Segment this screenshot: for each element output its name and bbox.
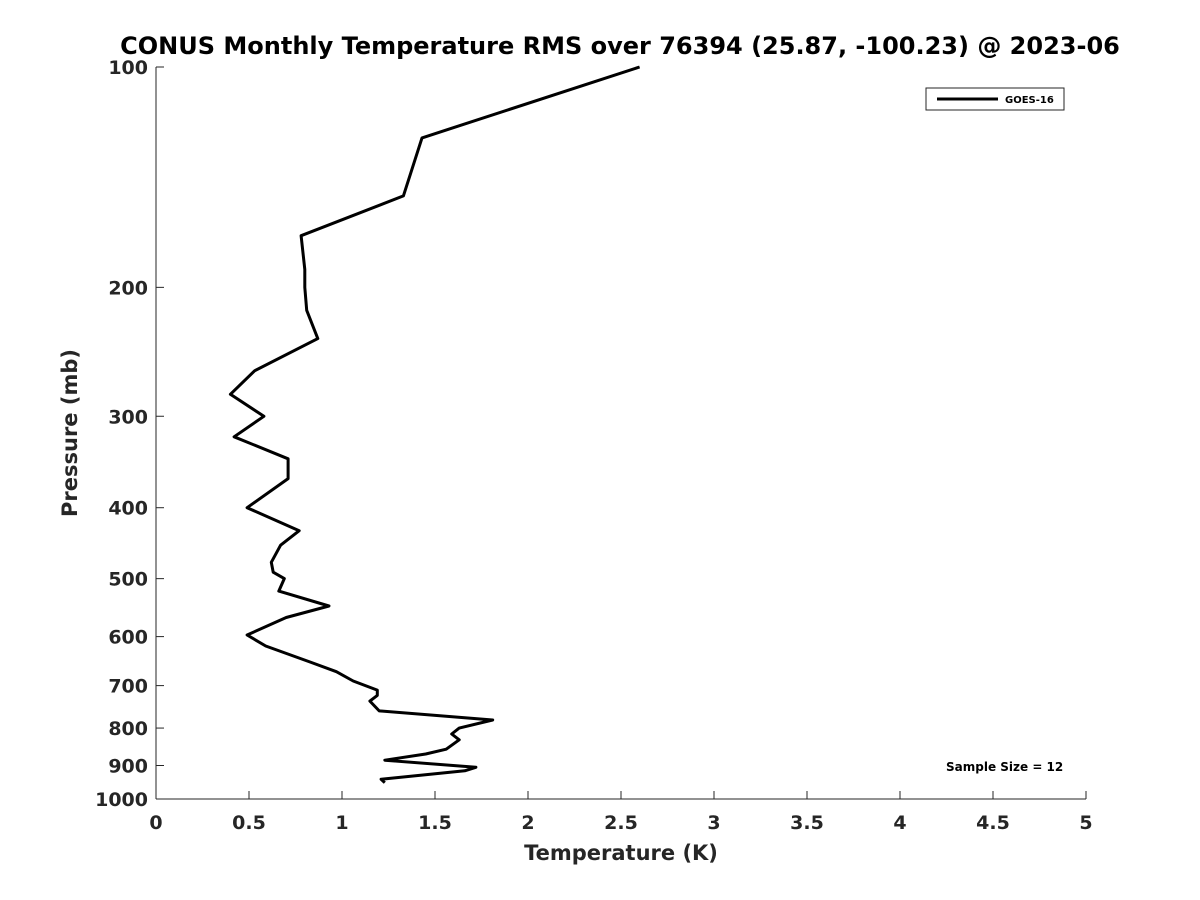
y-tick-label: 100 xyxy=(108,57,148,79)
y-tick-label: 1000 xyxy=(95,789,148,811)
plot-area: 0 0.5 1 1.5 2 2.5 3 3.5 4 4.5 5 100 200 300 400 500 600… xyxy=(95,57,1093,834)
y-tick-label: 200 xyxy=(108,277,148,299)
x-tick-label: 3 xyxy=(707,812,720,834)
y-axis-label: Pressure (mb) xyxy=(58,349,82,517)
y-tick-label: 900 xyxy=(108,756,148,778)
y-ticks: 100 200 300 400 500 600 700 800 900 1000 xyxy=(95,57,164,811)
x-tick-label: 5 xyxy=(1079,812,1092,834)
x-tick-label: 1.5 xyxy=(418,812,452,834)
x-tick-label: 0 xyxy=(149,812,162,834)
legend: GOES-16 xyxy=(925,87,1065,111)
x-tick-label: 4.5 xyxy=(976,812,1010,834)
y-tick-label: 300 xyxy=(108,406,148,428)
series-group xyxy=(228,65,641,784)
x-tick-label: 1 xyxy=(335,812,348,834)
x-tick-label: 3.5 xyxy=(790,812,824,834)
x-tick-label: 2.5 xyxy=(604,812,638,834)
x-tick-label: 4 xyxy=(893,812,906,834)
x-tick-label: 2 xyxy=(521,812,534,834)
y-tick-label: 800 xyxy=(108,718,148,740)
y-tick-label: 400 xyxy=(108,498,148,520)
y-tick-label: 600 xyxy=(108,627,148,649)
x-tick-label: 0.5 xyxy=(232,812,266,834)
x-ticks: 0 0.5 1 1.5 2 2.5 3 3.5 4 4.5 5 xyxy=(149,791,1093,834)
series-line-goes-16 xyxy=(228,65,641,784)
sample-size-annotation: Sample Size = 12 xyxy=(946,760,1063,774)
y-tick-label: 700 xyxy=(108,676,148,698)
legend-label-goes-16: GOES-16 xyxy=(1005,95,1054,106)
x-axis-label: Temperature (K) xyxy=(524,841,718,865)
chart-title: CONUS Monthly Temperature RMS over 76394… xyxy=(120,32,1120,60)
y-tick-label: 500 xyxy=(108,569,148,591)
